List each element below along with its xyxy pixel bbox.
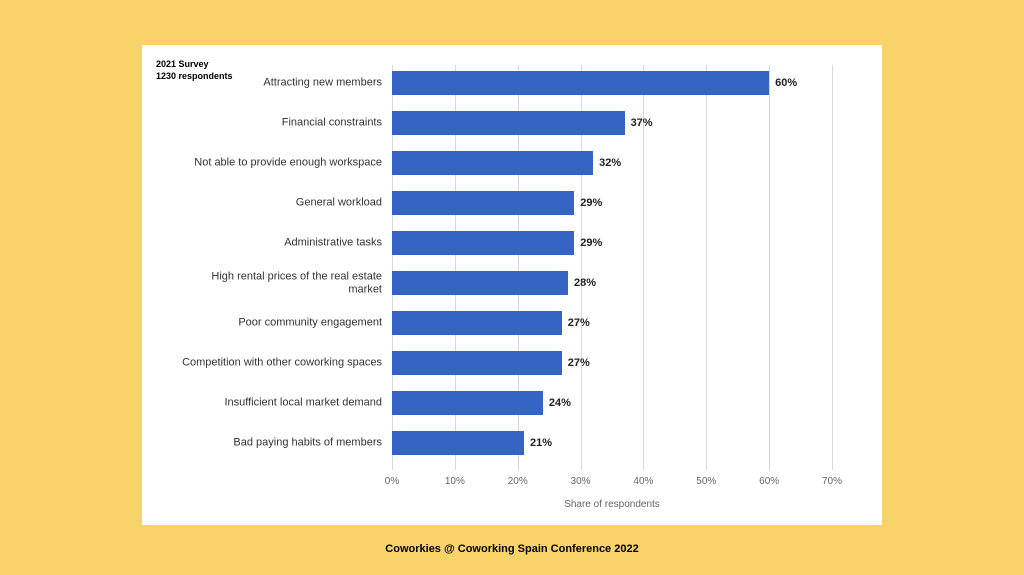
value-label: 29% [580,197,602,209]
value-label: 37% [631,117,653,129]
category-label: Attracting new members [177,77,387,90]
x-axis-title: Share of respondents [392,499,832,510]
value-label: 27% [568,317,590,329]
x-tick-label: 50% [696,476,716,487]
bar-row: General workload 29% [172,189,852,217]
bar [392,71,769,95]
x-tick-label: 40% [633,476,653,487]
category-label: Poor community engagement [177,317,387,330]
x-axis-ticks: 0%10%20%30%40%50%60%70% [392,476,832,490]
category-label: High rental prices of the real estate ma… [177,270,387,295]
bar-row: Attracting new members 60% [172,69,852,97]
bar [392,351,562,375]
bar [392,431,524,455]
x-tick-label: 10% [445,476,465,487]
value-label: 28% [574,277,596,289]
bar-row: Poor community engagement 27% [172,309,852,337]
bar [392,311,562,335]
bar-row: Bad paying habits of members 21% [172,429,852,457]
category-label: Bad paying habits of members [177,437,387,450]
category-label: General workload [177,197,387,210]
value-label: 27% [568,357,590,369]
chart-card: 2021 Survey 1230 respondents Attracting … [142,45,882,525]
x-tick-label: 0% [385,476,399,487]
bar [392,391,543,415]
x-tick-label: 70% [822,476,842,487]
footer-caption: Coworkies @ Coworking Spain Conference 2… [385,543,638,555]
bar-row: Administrative tasks 29% [172,229,852,257]
value-label: 60% [775,77,797,89]
bar [392,151,593,175]
value-label: 21% [530,437,552,449]
bar-row: Financial constraints 37% [172,109,852,137]
bar [392,271,568,295]
x-tick-label: 30% [571,476,591,487]
x-tick-label: 60% [759,476,779,487]
value-label: 24% [549,397,571,409]
bar-row: High rental prices of the real estate ma… [172,269,852,297]
bar [392,191,574,215]
bar-row: Competition with other coworking spaces 2… [172,349,852,377]
bar-row: Not able to provide enough workspace 32% [172,149,852,177]
category-label: Administrative tasks [177,237,387,250]
bar [392,111,625,135]
category-label: Competition with other coworking spaces [177,357,387,370]
category-label: Financial constraints [177,117,387,130]
chart-area: Attracting new members 60% Financial const… [172,65,852,470]
bar-row: Insufficient local market demand 24% [172,389,852,417]
value-label: 29% [580,237,602,249]
category-label: Insufficient local market demand [177,397,387,410]
x-tick-label: 20% [508,476,528,487]
bar [392,231,574,255]
value-label: 32% [599,157,621,169]
category-label: Not able to provide enough workspace [177,157,387,170]
